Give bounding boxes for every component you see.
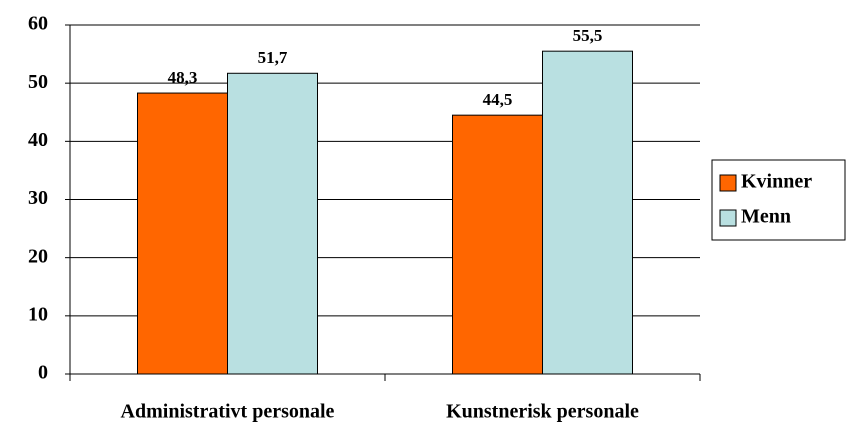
y-tick-label: 30 [28, 187, 48, 209]
y-tick-label: 10 [28, 303, 48, 325]
legend-box [711, 159, 846, 241]
x-tick-label: Kunstnerisk personale [446, 401, 639, 423]
data-label: 44,5 [483, 90, 513, 109]
y-tick-label: 40 [28, 129, 48, 151]
y-tick-label: 0 [38, 362, 48, 384]
legend-label: Menn [741, 206, 791, 228]
bar [542, 50, 633, 375]
y-tick-label: 20 [28, 245, 48, 267]
legend-swatch [719, 174, 737, 192]
data-label: 55,5 [573, 26, 603, 45]
legend-swatch [719, 209, 737, 227]
y-tick-label: 60 [28, 13, 48, 35]
x-tick-label: Administrativt personale [121, 401, 335, 423]
y-tick-label: 50 [28, 71, 48, 93]
data-label: 48,3 [168, 68, 198, 87]
bar [227, 72, 318, 375]
legend-label: Kvinner [741, 171, 812, 193]
data-label: 51,7 [258, 48, 288, 67]
bar [452, 114, 543, 375]
bar [137, 92, 228, 375]
